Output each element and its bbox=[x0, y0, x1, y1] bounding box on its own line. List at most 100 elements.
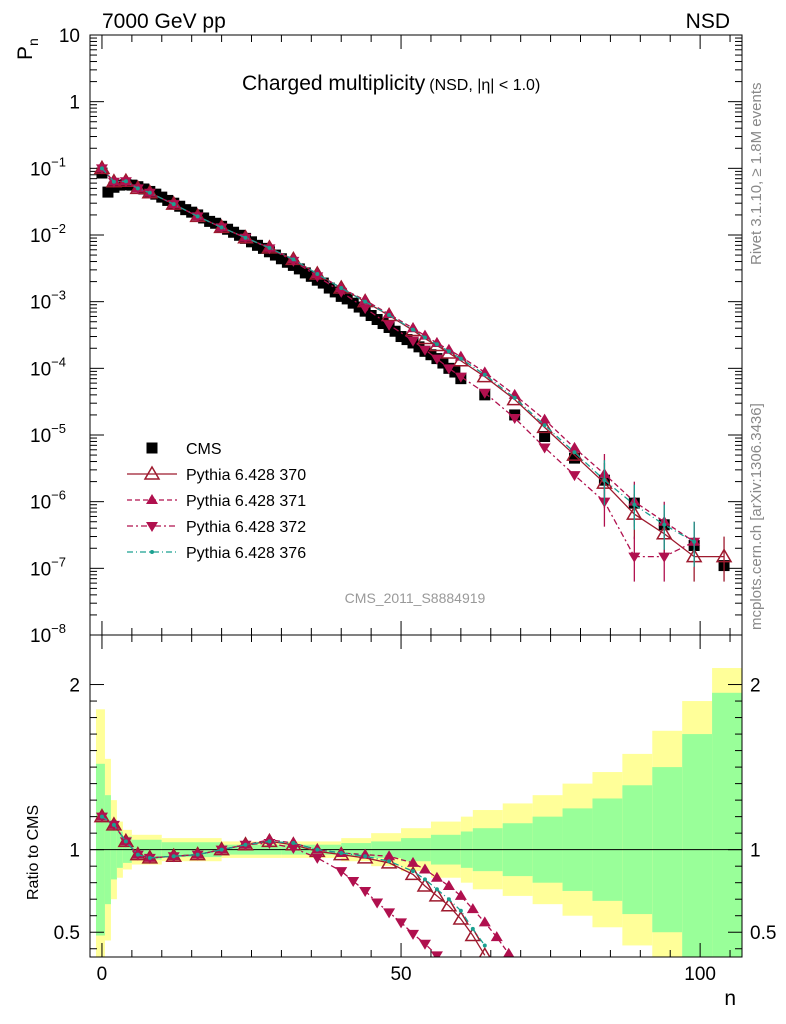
p376-point bbox=[434, 887, 439, 892]
p372-point bbox=[371, 898, 384, 909]
p370-point bbox=[143, 465, 161, 480]
p376-point bbox=[632, 502, 637, 507]
p371-point bbox=[503, 947, 515, 957]
p370-point bbox=[416, 877, 434, 892]
p376-point bbox=[219, 225, 224, 230]
y-axis-label-sub: n bbox=[25, 38, 41, 46]
p376-point bbox=[542, 423, 547, 428]
p370-point bbox=[404, 865, 422, 881]
y-tick-label: 10−3 bbox=[30, 288, 66, 314]
p371-point bbox=[478, 916, 491, 927]
series-line bbox=[101, 167, 695, 558]
cms-data-point bbox=[395, 331, 407, 343]
cms-data-point bbox=[210, 217, 222, 229]
y-tick-base: 10 bbox=[30, 293, 51, 314]
p372-point bbox=[335, 867, 348, 878]
p370-point bbox=[478, 946, 491, 957]
p376-point bbox=[339, 286, 344, 291]
p372-point bbox=[418, 345, 431, 356]
y-tick-label: 10−4 bbox=[30, 354, 66, 380]
p372-point bbox=[538, 443, 551, 454]
p376-point bbox=[602, 478, 607, 483]
cms-data-point bbox=[293, 263, 305, 275]
legend-entry: Pythia 6.428 370 bbox=[127, 465, 306, 484]
p371-point bbox=[383, 850, 396, 861]
p376-point bbox=[135, 852, 140, 857]
p372-point bbox=[383, 908, 396, 919]
cms-data-point bbox=[186, 206, 198, 218]
cms-data-point bbox=[162, 194, 174, 206]
p372-point bbox=[430, 951, 443, 957]
cms-data-point bbox=[299, 267, 311, 279]
cms-data-point bbox=[377, 318, 389, 330]
p376-point bbox=[315, 847, 320, 852]
legend-entry: Pythia 6.428 371 bbox=[127, 493, 306, 510]
cms-data-point bbox=[102, 186, 114, 198]
y-tick-label: 1 bbox=[69, 93, 80, 114]
legend-entry: Pythia 6.428 376 bbox=[127, 545, 306, 562]
p376-point bbox=[387, 313, 392, 318]
y-tick-label: 10−8 bbox=[30, 621, 66, 647]
y-tick-label: 10 bbox=[59, 26, 80, 47]
p376-point bbox=[195, 852, 200, 857]
main-panel: 10110−110−210−310−410−510−610−710−8CMSPy… bbox=[30, 26, 743, 647]
cms-data-point bbox=[569, 452, 581, 464]
y-tick-exponent: −2 bbox=[51, 221, 66, 236]
p372-point bbox=[359, 304, 372, 315]
p376-point bbox=[267, 839, 272, 844]
p376-point bbox=[422, 335, 427, 340]
series-pythia-6-428-376 bbox=[99, 166, 697, 567]
p370-point bbox=[428, 887, 446, 902]
cms-data-point bbox=[401, 334, 413, 346]
p370-point bbox=[536, 418, 553, 434]
p371-point bbox=[466, 903, 479, 914]
cms-data-point bbox=[347, 297, 359, 309]
p371-point bbox=[454, 350, 467, 361]
uncertainty-band-stat bbox=[682, 734, 713, 957]
legend-label: Pythia 6.428 370 bbox=[186, 467, 306, 484]
y-tick-base: 10 bbox=[30, 359, 51, 380]
p371-point bbox=[442, 879, 455, 890]
p370-point bbox=[440, 897, 458, 912]
p372-point bbox=[407, 929, 420, 940]
cms-data-point bbox=[365, 310, 377, 322]
p371-point bbox=[418, 863, 431, 874]
y-tick-base: 1 bbox=[69, 93, 80, 114]
p372-point bbox=[568, 471, 581, 482]
energy-label: 7000 GeV pp bbox=[102, 10, 226, 33]
legend-label: Pythia 6.428 376 bbox=[186, 545, 306, 562]
p372-point bbox=[311, 853, 324, 864]
y-tick-exponent: −8 bbox=[51, 621, 66, 636]
rivet-label: Rivet 3.1.10, ≥ 1.8M events bbox=[748, 83, 765, 266]
ratio-y-tick-label: 1 bbox=[69, 841, 80, 862]
p376-point bbox=[662, 522, 667, 527]
y-tick-exponent: −3 bbox=[51, 288, 66, 303]
ratio-frame bbox=[89, 634, 743, 958]
cms-data-point bbox=[413, 341, 425, 353]
ratio-line bbox=[101, 816, 486, 946]
p371-point bbox=[407, 322, 420, 333]
p371-point bbox=[359, 848, 372, 859]
y-tick-base: 10 bbox=[30, 493, 51, 514]
p371-point bbox=[407, 856, 420, 867]
y-tick-exponent: −5 bbox=[51, 421, 66, 436]
p376-point bbox=[387, 859, 392, 864]
p370-point bbox=[452, 910, 470, 925]
p371-point bbox=[146, 494, 158, 504]
p372-point bbox=[383, 320, 396, 331]
p376-point bbox=[363, 299, 368, 304]
p376-point bbox=[150, 550, 154, 554]
p376-point bbox=[512, 395, 517, 400]
p371-point bbox=[430, 871, 443, 882]
cms-data-point bbox=[257, 242, 269, 254]
series-line bbox=[101, 167, 695, 543]
p376-point bbox=[147, 855, 152, 860]
y-tick-base: 10 bbox=[30, 626, 51, 647]
p376-point bbox=[147, 190, 152, 195]
p376-point bbox=[123, 839, 128, 844]
p376-point bbox=[446, 349, 451, 354]
p376-point bbox=[458, 908, 463, 913]
legend-entry: CMS bbox=[146, 441, 222, 458]
p376-point bbox=[339, 850, 344, 855]
p372-point bbox=[430, 354, 443, 365]
